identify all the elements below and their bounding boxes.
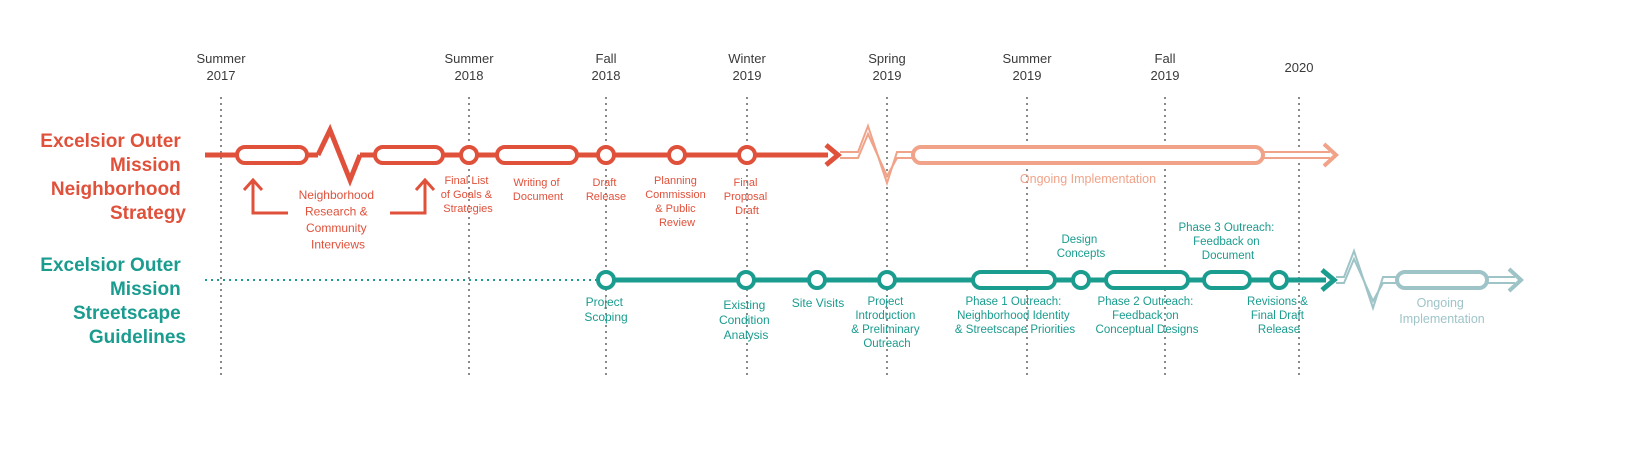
streetscape-milestone-existing — [736, 270, 756, 290]
streetscape-arrowhead — [1320, 268, 1338, 292]
streetscape-milestone-revisions — [1269, 270, 1289, 290]
label-final-list: Final List of Goals & Strategies — [441, 175, 495, 215]
streetscape-milestone-site-visits — [807, 270, 827, 290]
strategy-milestone-planning — [667, 145, 687, 165]
streetscape-milestones — [596, 270, 1289, 290]
streetscape-pill-phase3 — [1202, 270, 1252, 290]
label-design: Design Concepts — [1057, 234, 1106, 260]
tick-label-fall-2018: Fall 2018 — [592, 51, 621, 83]
streetscape-ongoing-arrowhead — [1507, 267, 1524, 293]
tick-labels: Summer 2017 Summer 2018 Fall 2018 Winter 201… — [196, 51, 1313, 83]
tick-label-fall-2019: Fall 2019 — [1151, 51, 1180, 83]
research-bracket-right-arrow — [390, 182, 427, 215]
strategy-milestones — [235, 145, 757, 165]
tick-label-winter-2019: Winter 2019 — [728, 51, 766, 83]
strategy-milestone-final-proposal — [737, 145, 757, 165]
tick-label-summer-2017: Summer 2017 — [196, 51, 246, 83]
strategy-arrowhead — [824, 143, 842, 167]
strategy-pill-research-2 — [373, 145, 445, 165]
label-revisions: Revisions & Final Draft Release — [1247, 296, 1311, 336]
strategy-milestone-final-list — [459, 145, 479, 165]
label-existing: Existing Condition Analysis — [719, 298, 773, 342]
label-strategy-ongoing: Ongoing Implementation — [1020, 172, 1156, 186]
strategy-pill-research-1 — [235, 145, 309, 165]
label-planning: Planning Commission & Public Review — [645, 175, 709, 229]
label-phase2: Phase 2 Outreach: Feedback on Conceptual… — [1096, 296, 1199, 336]
row-label-strategy: Excelsior Outer Mission Neighborhood Str… — [40, 131, 186, 224]
label-streetscape-ongoing: Ongoing Implementation — [1399, 296, 1485, 326]
strategy-ongoing-zigzag-inner — [840, 131, 912, 179]
streetscape-pill-phase2 — [1104, 270, 1190, 290]
strategy-ongoing-zigzag-outer — [840, 123, 912, 187]
tick-label-summer-2019: Summer 2019 — [1002, 51, 1052, 83]
streetscape-labels: Project Scoping Existing Condition Analy… — [584, 222, 1484, 350]
streetscape-ongoing-pill — [1395, 270, 1489, 290]
label-site-visits: Site Visits — [792, 296, 844, 310]
streetscape-milestone-design — [1071, 270, 1091, 290]
streetscape-ongoing-zigzag-inner — [1336, 256, 1397, 304]
streetscape-ongoing-track — [1336, 248, 1524, 312]
label-draft-release: Draft Release — [586, 177, 626, 203]
label-phase1: Phase 1 Outreach: Neighborhood Identity … — [955, 296, 1075, 336]
research-bracket — [242, 177, 436, 215]
research-bracket-right-arrowhead — [414, 177, 436, 192]
strategy-milestone-draft-release — [596, 145, 616, 165]
label-scoping: Project Scoping — [584, 295, 627, 324]
label-intro: Project Introduction & Preliminary Outre… — [851, 296, 923, 350]
label-writing: Writing of Document — [513, 177, 563, 203]
strategy-ongoing-arrowhead — [1322, 142, 1339, 168]
research-bracket-left-arrowhead — [242, 177, 264, 192]
row-label-streetscape: Excelsior Outer Mission Streetscape Guid… — [40, 255, 186, 348]
strategy-ongoing-track — [840, 123, 1339, 187]
strategy-ongoing-pill — [911, 145, 1265, 165]
label-final-proposal: Final Proposal Draft — [724, 177, 770, 217]
strategy-break-zigzag — [315, 123, 363, 187]
tick-label-spring-2019: Spring 2019 — [868, 51, 906, 83]
streetscape-milestone-scoping — [596, 270, 616, 290]
tick-label-summer-2018: Summer 2018 — [444, 51, 494, 83]
strategy-labels: Neighborhood Research & Community Interv… — [299, 172, 1157, 252]
label-phase3: Phase 3 Outreach: Feedback on Document — [1178, 222, 1277, 262]
tick-label-2020: 2020 — [1285, 60, 1314, 75]
streetscape-pill-phase1 — [971, 270, 1057, 290]
guide-lines — [220, 97, 1300, 375]
streetscape-milestone-intro — [877, 270, 897, 290]
label-research: Neighborhood Research & Community Interv… — [299, 188, 378, 252]
strategy-pill-writing — [495, 145, 579, 165]
research-bracket-left-arrow — [251, 182, 288, 215]
